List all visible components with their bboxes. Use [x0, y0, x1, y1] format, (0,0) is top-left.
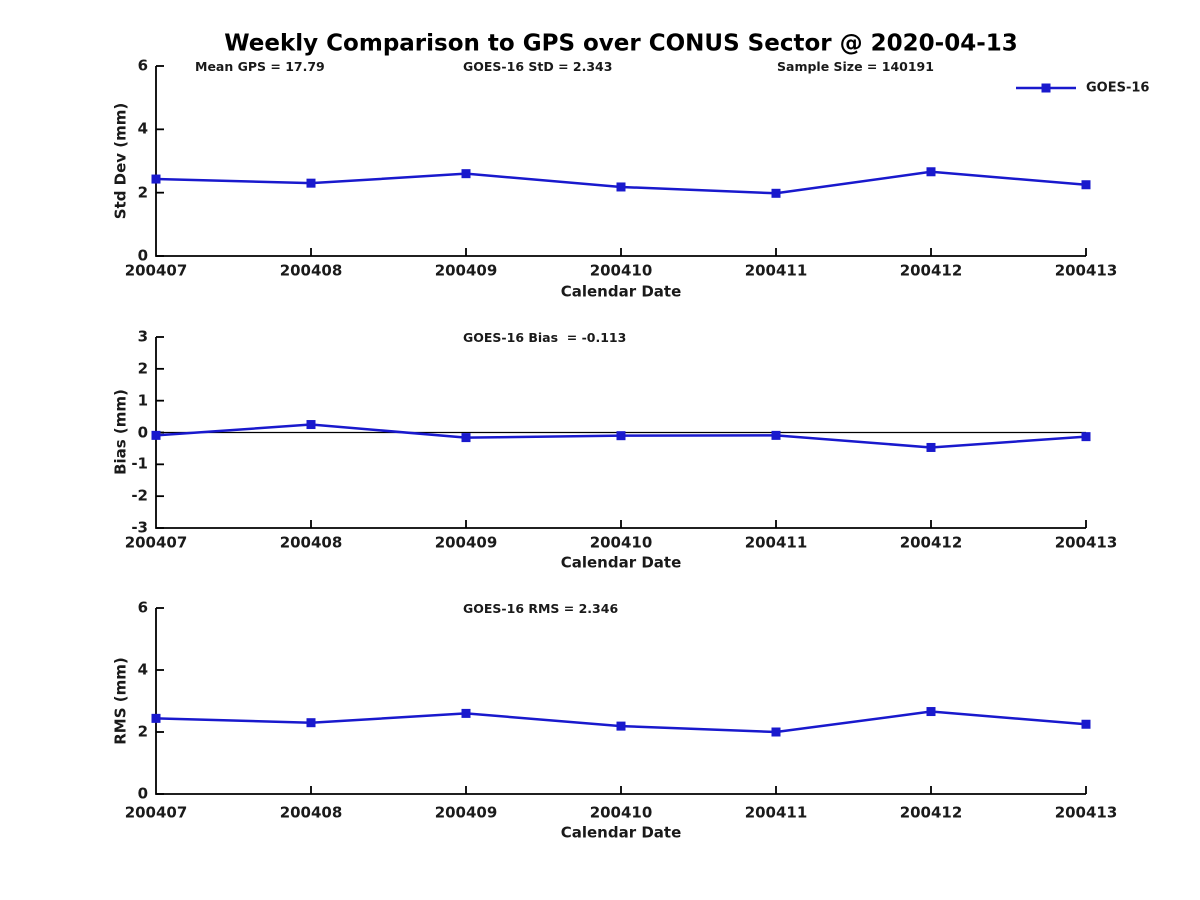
goes16-series-marker: [926, 167, 936, 177]
y-axis-label-std-dev: Std Dev (mm): [111, 102, 130, 220]
x-axis-label-calendar-date-1: Calendar Date: [560, 282, 682, 301]
y-axis-label-rms: RMS (mm): [111, 657, 130, 745]
legend-goes16-label: GOES-16: [1086, 80, 1150, 96]
goes16-series-marker: [926, 442, 936, 452]
goes16-series-marker: [306, 718, 316, 728]
goes16-series-marker: [771, 727, 781, 737]
goes16-series-marker: [1081, 432, 1091, 442]
goes16-series-marker: [461, 708, 471, 718]
y-tick-label: -3: [131, 518, 148, 537]
x-tick-label: 200412: [899, 533, 963, 552]
annotation-mean-gps: Mean GPS = 17.79: [195, 58, 325, 74]
y-tick-label: 1: [137, 391, 148, 410]
goes16-series-marker: [616, 721, 626, 731]
goes16-series-marker: [151, 713, 161, 723]
goes16-series-marker: [306, 420, 316, 430]
x-tick-label: 200407: [124, 261, 188, 280]
y-tick-label: 0: [137, 784, 148, 803]
annotation-goes16-bias: GOES-16 Bias = -0.113: [463, 329, 627, 345]
goes16-series-marker: [151, 430, 161, 440]
goes16-series-marker: [771, 430, 781, 440]
x-axis-label-calendar-date-3: Calendar Date: [560, 823, 682, 842]
goes16-series-marker: [151, 174, 161, 184]
axis-spines: [155, 66, 1086, 257]
y-tick-label: 0: [137, 246, 148, 265]
goes16-series-marker: [1081, 180, 1091, 190]
goes16-series-marker: [306, 178, 316, 188]
y-tick-label: 3: [137, 327, 148, 346]
x-tick-label: 200411: [744, 261, 808, 280]
x-tick-label: 200411: [744, 533, 808, 552]
x-tick-label: 200407: [124, 803, 188, 822]
goes16-series-marker: [616, 182, 626, 192]
y-tick-label: -1: [131, 454, 148, 473]
y-tick-label: 2: [137, 359, 148, 378]
y-tick-label: 2: [137, 722, 148, 741]
x-tick-label: 200413: [1054, 803, 1118, 822]
x-tick-label: 200413: [1054, 533, 1118, 552]
annotation-sample-size: Sample Size = 140191: [777, 58, 934, 74]
goes16-series-marker: [461, 433, 471, 443]
goes16-series-marker: [1081, 719, 1091, 729]
goes16-series-marker: [616, 431, 626, 441]
chart-title: Weekly Comparison to GPS over CONUS Sect…: [224, 30, 1018, 57]
x-tick-label: 200408: [279, 261, 343, 280]
x-tick-label: 200413: [1054, 261, 1118, 280]
x-tick-label: 200407: [124, 533, 188, 552]
x-tick-label: 200409: [434, 261, 498, 280]
x-tick-label: 200408: [279, 533, 343, 552]
y-tick-label: 4: [137, 119, 148, 138]
x-tick-label: 200410: [589, 803, 653, 822]
goes16-series-marker: [771, 188, 781, 198]
x-tick-label: 200410: [589, 261, 653, 280]
x-tick-label: 200410: [589, 533, 653, 552]
axis-spines: [155, 608, 1086, 795]
x-tick-label: 200412: [899, 261, 963, 280]
x-tick-label: 200412: [899, 803, 963, 822]
x-tick-label: 200408: [279, 803, 343, 822]
x-axis-label-calendar-date-2: Calendar Date: [560, 553, 682, 572]
annotation-goes16-rms: GOES-16 RMS = 2.346: [463, 600, 619, 616]
y-tick-label: 2: [137, 183, 148, 202]
y-tick-label: 0: [137, 423, 148, 441]
y-tick-label: 6: [137, 598, 148, 617]
y-axis-label-bias: Bias (mm): [111, 389, 130, 475]
y-tick-label: 4: [137, 660, 148, 679]
legend-marker-sample: [1041, 83, 1051, 93]
goes16-series-marker: [926, 707, 936, 717]
y-tick-label: -2: [131, 486, 148, 505]
goes16-series-marker: [461, 169, 471, 179]
x-tick-label: 200409: [434, 803, 498, 822]
annotation-goes16-std: GOES-16 StD = 2.343: [463, 58, 613, 74]
y-tick-label: 6: [137, 56, 148, 75]
x-tick-label: 200409: [434, 533, 498, 552]
x-tick-label: 200411: [744, 803, 808, 822]
